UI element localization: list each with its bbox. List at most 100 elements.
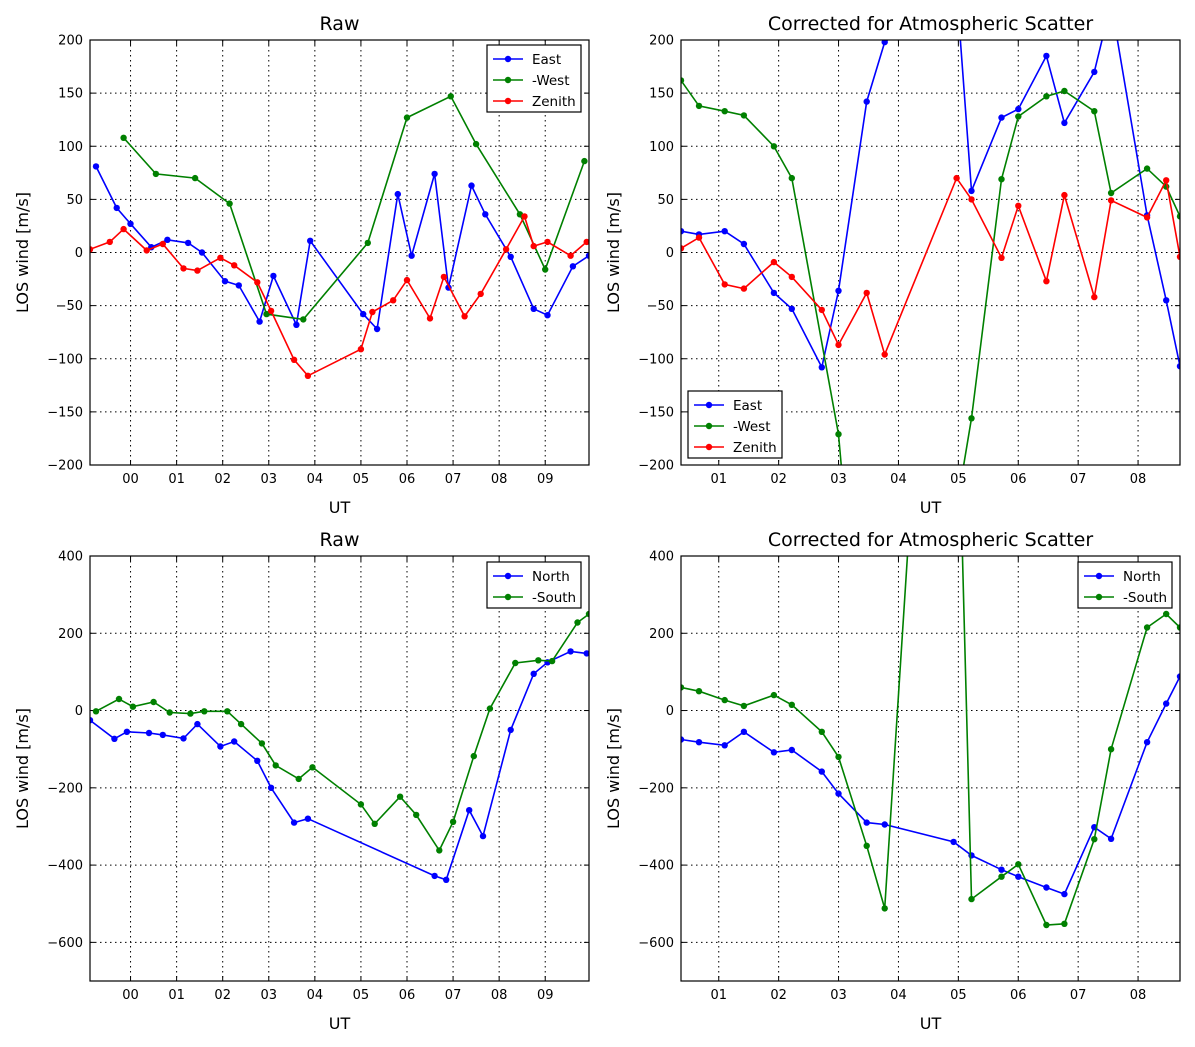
data-point xyxy=(585,610,589,618)
data-point xyxy=(304,815,312,822)
x-tick-label: 01 xyxy=(168,988,185,1003)
data-point xyxy=(818,306,825,314)
legend-label: Zenith xyxy=(532,94,576,110)
x-tick-label: 06 xyxy=(399,472,416,487)
data-point xyxy=(1043,93,1050,100)
data-point xyxy=(237,720,245,728)
x-tick-label: 05 xyxy=(950,472,967,487)
series-line-3 xyxy=(681,176,1180,357)
legend-box xyxy=(1077,561,1173,609)
data-point xyxy=(721,696,728,704)
legend-marker xyxy=(504,55,512,63)
data-point xyxy=(998,176,1005,183)
legend-label: East xyxy=(532,52,561,68)
data-point xyxy=(695,739,703,746)
chart-panel-4: 01 02 03 04 05 06 07 08 −600 −400 −200 0 200 400 Corre… xyxy=(604,529,1181,1033)
y-tick-label: −150 xyxy=(47,405,83,420)
series-line-1 xyxy=(95,166,589,331)
x-tick-label: 01 xyxy=(710,988,727,1003)
y-tick-label: 200 xyxy=(649,627,674,642)
data-point xyxy=(770,691,778,699)
data-point xyxy=(863,842,870,849)
data-point xyxy=(231,738,238,745)
x-axis-label: UT xyxy=(329,498,351,517)
data-point xyxy=(129,703,137,710)
legend: East -West Zenith xyxy=(687,390,783,459)
plot-frame xyxy=(680,39,1181,466)
data-point xyxy=(1143,624,1151,631)
data-point xyxy=(226,200,233,207)
series-line-2 xyxy=(681,556,1180,926)
legend-label: North xyxy=(1123,569,1161,585)
data-point xyxy=(1176,363,1180,370)
data-point xyxy=(953,504,959,510)
chart-title: Corrected for Atmospheric Scatter xyxy=(768,13,1094,35)
data-point xyxy=(396,793,404,800)
data-point xyxy=(113,204,120,212)
data-point xyxy=(120,225,127,233)
legend: North -South xyxy=(486,561,582,609)
data-point xyxy=(530,242,537,250)
y-tick-label: −50 xyxy=(647,299,674,314)
legend-marker xyxy=(504,76,512,84)
data-point xyxy=(818,768,825,775)
data-point xyxy=(502,246,510,253)
y-tick-label: −100 xyxy=(47,352,83,367)
data-point xyxy=(968,852,975,859)
y-axis-label: LOS wind [m/s] xyxy=(13,192,32,313)
chart-title: Corrected for Atmospheric Scatter xyxy=(768,529,1094,551)
legend-label: -South xyxy=(532,590,576,606)
data-point xyxy=(256,318,263,325)
data-point xyxy=(567,252,574,259)
data-point xyxy=(166,709,173,716)
x-tick-label: 00 xyxy=(122,988,139,1003)
data-point xyxy=(835,790,842,797)
x-tick-label: 02 xyxy=(214,988,231,1003)
legend: East -West Zenith xyxy=(486,44,582,113)
data-point xyxy=(254,279,261,286)
data-point xyxy=(1091,836,1098,843)
data-point xyxy=(695,102,703,110)
x-tick-label: 01 xyxy=(168,472,185,487)
data-point xyxy=(426,315,434,322)
data-point xyxy=(548,657,556,665)
plot-frame xyxy=(680,555,1181,982)
data-point xyxy=(770,143,778,150)
x-tick-label: 04 xyxy=(307,472,324,487)
data-point xyxy=(123,728,131,735)
x-tick-label: 08 xyxy=(491,988,508,1003)
data-point xyxy=(788,305,795,312)
x-tick-label: 07 xyxy=(1070,472,1087,487)
data-point xyxy=(357,801,365,808)
x-tick-label: 01 xyxy=(710,472,727,487)
data-point xyxy=(90,717,94,724)
data-point xyxy=(477,290,484,298)
data-point xyxy=(1015,105,1022,113)
series-group xyxy=(681,556,1180,929)
x-tick-label: 09 xyxy=(537,472,554,487)
data-point xyxy=(371,820,378,827)
y-tick-label: 0 xyxy=(75,246,83,261)
data-point xyxy=(1176,213,1180,220)
data-point xyxy=(466,807,473,814)
data-point xyxy=(440,273,448,281)
x-tick-label: 09 xyxy=(537,988,554,1003)
y-tick-label: −50 xyxy=(56,299,83,314)
x-tick-label: 06 xyxy=(1010,988,1027,1003)
x-tick-label: 03 xyxy=(261,988,278,1003)
data-point xyxy=(482,211,489,218)
data-point xyxy=(770,258,778,266)
data-point xyxy=(486,705,494,712)
data-point xyxy=(818,728,825,735)
legend-label: Zenith xyxy=(733,440,777,456)
legend-label: East xyxy=(733,398,762,414)
data-point xyxy=(1043,52,1050,60)
data-point xyxy=(1176,624,1180,631)
y-axis-label: LOS wind [m/s] xyxy=(13,708,32,829)
data-point xyxy=(721,742,728,749)
data-point xyxy=(1015,873,1022,880)
data-point xyxy=(835,341,842,349)
chart-panel-1: 00 01 02 03 04 05 06 07 08 09 −200 −150 −100 −50 0 50 10… xyxy=(13,13,590,517)
data-point xyxy=(535,657,542,664)
data-point xyxy=(184,239,192,247)
